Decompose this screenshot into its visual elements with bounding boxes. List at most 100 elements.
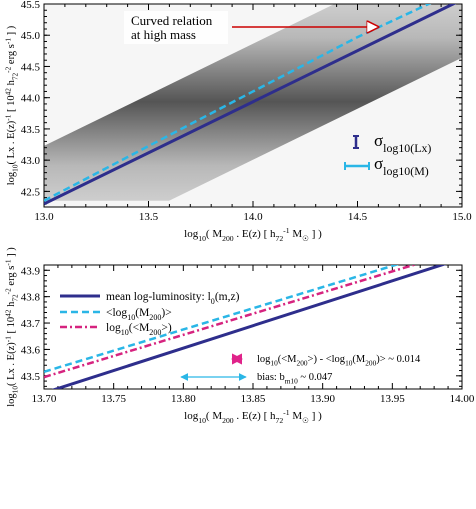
- legend-label-3-part: log: [106, 322, 121, 334]
- y-axis-label-part: 72: [11, 294, 20, 302]
- y-axis-label-part: ( Lx . E(z): [6, 342, 17, 386]
- y-tick-label: 42.5: [21, 186, 41, 198]
- legend-label-1-part: mean log-luminosity: l: [106, 291, 211, 303]
- legend-label-1: mean log-luminosity: l0(m,z): [106, 291, 240, 306]
- density-band: [44, 4, 462, 207]
- y-axis-label: log10( Lx . E(z)-1 [ 1042 h72-2 erg s-1 …: [3, 247, 19, 407]
- y-axis-label-part: ] ): [6, 25, 17, 38]
- top-panel: 13.0 13.5 14.0 14.5 15.0 42.5 43.0 43.5 44.0 44.5…: [3, 0, 472, 243]
- y-axis-label-part: [ 10: [6, 317, 17, 336]
- x-tick-label: 14.00: [450, 393, 475, 405]
- offset-annotation-part: >) - <log: [308, 354, 346, 365]
- x-axis-label: log10( M200 . E(z) [ h72-1 M☉ ] ): [184, 226, 322, 243]
- x-axis-label-part: . E(z) [ h: [234, 410, 276, 422]
- bias-annotation: bias: bm10 ~ 0.047: [257, 372, 332, 386]
- offset-annotation-part: (M: [352, 354, 365, 365]
- offset-annotation-part: 200: [297, 359, 308, 368]
- x-axis-label-part: 200: [222, 234, 234, 243]
- x-axis-label-part: 200: [222, 416, 234, 425]
- y-axis-label-part: log: [6, 393, 17, 407]
- y-axis-label-part: 10: [11, 386, 20, 394]
- y-tick-label: 44.5: [21, 61, 41, 73]
- legend-label-2-part: (M: [135, 307, 149, 319]
- y-tick-label: 43.5: [21, 371, 41, 383]
- legend-label-3-part: 200: [149, 328, 161, 337]
- sigma-m-label-part: σ: [374, 154, 383, 173]
- y-axis-label-part: -1: [3, 114, 12, 120]
- x-axis-label-part: M: [290, 228, 303, 240]
- x-axis-label-part: 72: [275, 416, 283, 425]
- y-axis-label-part: erg s: [6, 266, 17, 289]
- x-axis-label-part: log: [184, 228, 199, 240]
- offset-annotation-part: )> ~ 0.014: [376, 354, 421, 365]
- x-axis-label-part: ] ): [309, 228, 322, 240]
- x-axis-label-part: ☉: [302, 234, 309, 243]
- offset-annotation: log10(<M200>) - <log10(M200)> ~ 0.014: [257, 354, 421, 368]
- x-axis-label-part: 10: [198, 416, 206, 425]
- y-axis-label-part: ] ): [6, 247, 17, 260]
- offset-annotation-part: 10: [270, 359, 278, 368]
- sigma-m-label: σlog10(M): [374, 154, 429, 178]
- y-axis-label-part: -2: [3, 288, 12, 294]
- x-tick-label: 13.80: [171, 393, 196, 405]
- y-axis-label-part: 72: [11, 72, 20, 80]
- x-axis-label-part: 10: [198, 234, 206, 243]
- legend-label-1-part: 0: [211, 297, 215, 306]
- y-axis-label-part: 10: [11, 164, 20, 172]
- legend-label-2-part: <log: [106, 307, 127, 319]
- y-tick-label: 44.0: [21, 93, 41, 105]
- legend-label-2: <log10(M200)>: [106, 307, 172, 322]
- legend-label-3-part: 10: [121, 328, 129, 337]
- y-tick-label: 43.6: [21, 344, 41, 356]
- offset-annotation-part: 200: [365, 359, 376, 368]
- series-line-2: [44, 265, 400, 374]
- bottom-panel: 13.70 13.75 13.80 13.85 13.90 13.95 14.00 43.5 4…: [3, 247, 475, 425]
- y-tick-label: 43.9: [21, 265, 41, 277]
- x-axis-label-part: M: [290, 410, 303, 422]
- y-tick-label: 43.8: [21, 292, 41, 304]
- y-axis-label-part: log: [6, 171, 17, 185]
- y-axis-label-part: h: [6, 301, 17, 310]
- y-axis-label-part: -1: [3, 38, 12, 44]
- x-tick-label: 15.0: [452, 211, 472, 223]
- legend-label-3-part: >): [161, 322, 171, 334]
- x-tick-label: 13.90: [310, 393, 335, 405]
- sigma-lx-label-part: log10(Lx): [383, 141, 431, 155]
- y-axis-label-part: -1: [3, 336, 12, 342]
- sigma-lx-label-part: σ: [374, 131, 383, 150]
- y-tick-label: 43.0: [21, 155, 41, 167]
- x-axis-label-part: ( M: [206, 228, 222, 240]
- legend-label-3: log10(<M200>): [106, 322, 172, 337]
- series-line-1: [44, 4, 457, 206]
- offset-annotation-part: log: [257, 354, 271, 365]
- y-tick-label: 45.5: [21, 0, 41, 11]
- x-tick-label: 14.0: [243, 211, 263, 223]
- x-axis-label-part: ] ): [309, 410, 322, 422]
- y-axis-label-part: [ 10: [6, 95, 17, 114]
- y-axis-label-part: -1: [3, 259, 12, 265]
- y-axis-label-part: 42: [3, 88, 12, 96]
- legend-label-3-part: (<M: [129, 322, 150, 334]
- bias-annotation-part: ~ 0.047: [298, 372, 333, 383]
- x-axis-label-part: . E(z) [ h: [234, 228, 276, 240]
- y-axis-label-part: erg s: [6, 44, 17, 67]
- x-axis-label-part: 72: [275, 234, 283, 243]
- series-line-1: [51, 265, 447, 389]
- bias-annotation-part: bias: b: [257, 372, 285, 383]
- legend-label-2-part: 200: [149, 313, 161, 322]
- sigma-lx-label: σlog10(Lx): [374, 131, 431, 155]
- series-line-2: [44, 4, 432, 202]
- sigma-m-label-part: log10(M): [383, 164, 429, 178]
- legend-label-2-part: )>: [161, 307, 171, 319]
- x-axis-label-part: ( M: [206, 410, 222, 422]
- y-axis-label: log10( Lx . E(z)-1 [ 1042 h72-2 erg s-1 …: [3, 25, 19, 185]
- y-tick-label: 45.0: [21, 30, 41, 42]
- series-line-3: [44, 265, 418, 379]
- y-axis-label-part: -2: [3, 66, 12, 72]
- x-axis-label-part: -1: [283, 226, 290, 235]
- y-axis-label-part: h: [6, 79, 17, 88]
- bias-annotation-part: m10: [285, 377, 298, 386]
- y-tick-label: 43.5: [21, 124, 41, 136]
- legend-label-1-part: (m,z): [215, 291, 240, 303]
